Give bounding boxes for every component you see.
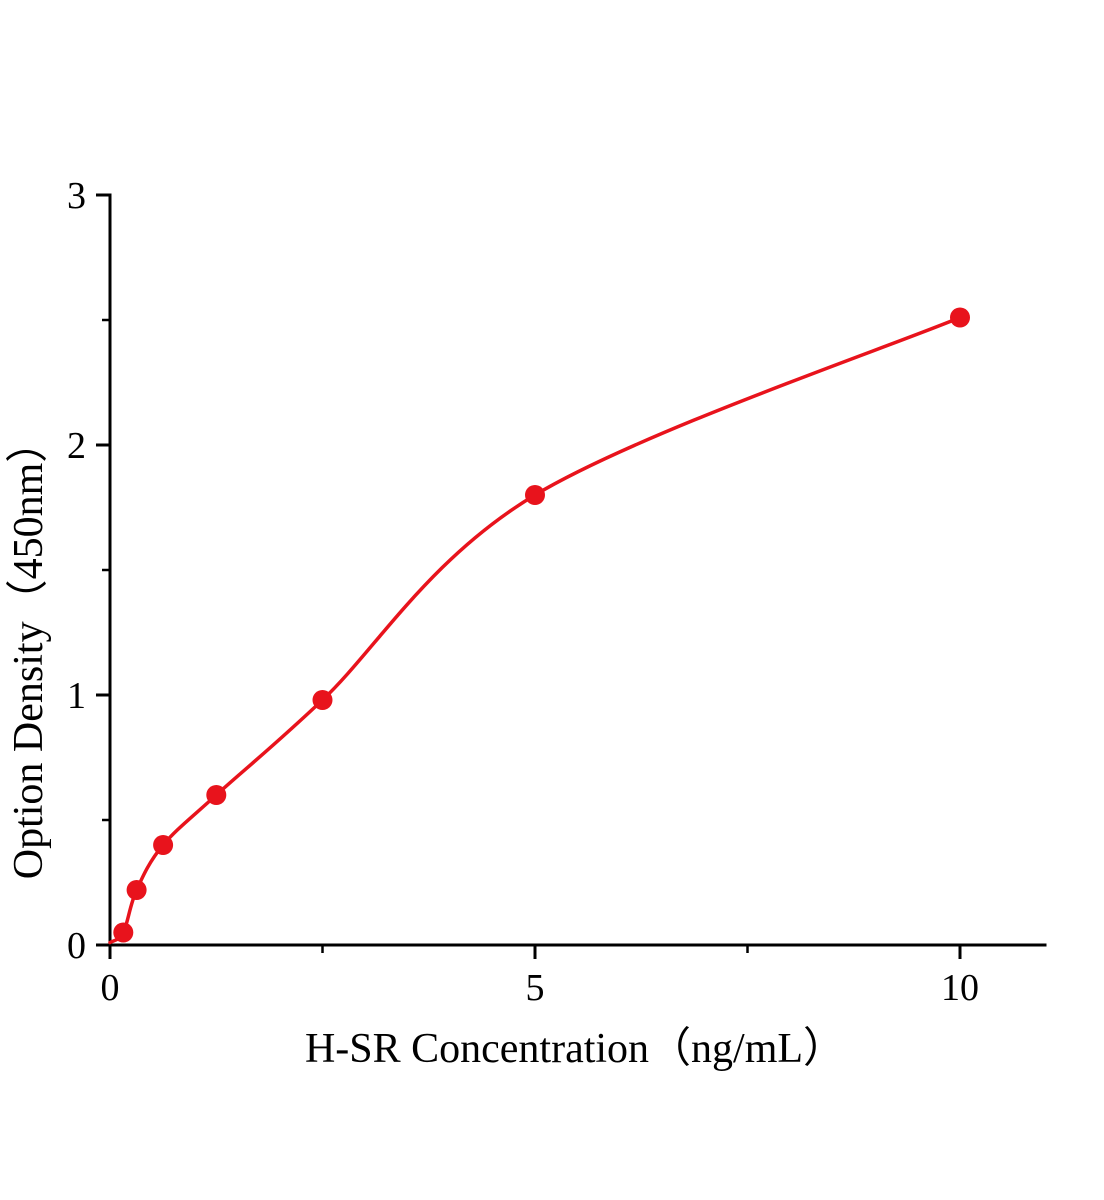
x-axis-title: H-SR Concentration（ng/mL） xyxy=(305,1026,845,1072)
data-points-layer xyxy=(113,307,970,943)
x-tick-label: 0 xyxy=(101,967,120,1009)
data-point xyxy=(950,307,970,328)
data-point xyxy=(312,690,333,710)
data-point xyxy=(153,835,174,855)
data-point xyxy=(126,880,147,900)
fit-curve-layer xyxy=(108,315,962,945)
x-tick-label: 5 xyxy=(526,967,545,1009)
data-point xyxy=(206,785,227,805)
x-tick-label: 10 xyxy=(941,967,979,1009)
axes: 0 5 10 0 1 2 3 xyxy=(67,175,1047,1009)
y-axis-title: Option Density（450nm） xyxy=(6,421,52,880)
y-tick-label: 1 xyxy=(67,675,86,717)
y-tick-label: 0 xyxy=(67,925,86,967)
data-point xyxy=(525,485,545,505)
y-tick-label: 2 xyxy=(67,425,86,467)
fit-curve xyxy=(108,315,962,945)
data-point xyxy=(113,922,134,943)
y-tick-label: 3 xyxy=(67,175,86,217)
